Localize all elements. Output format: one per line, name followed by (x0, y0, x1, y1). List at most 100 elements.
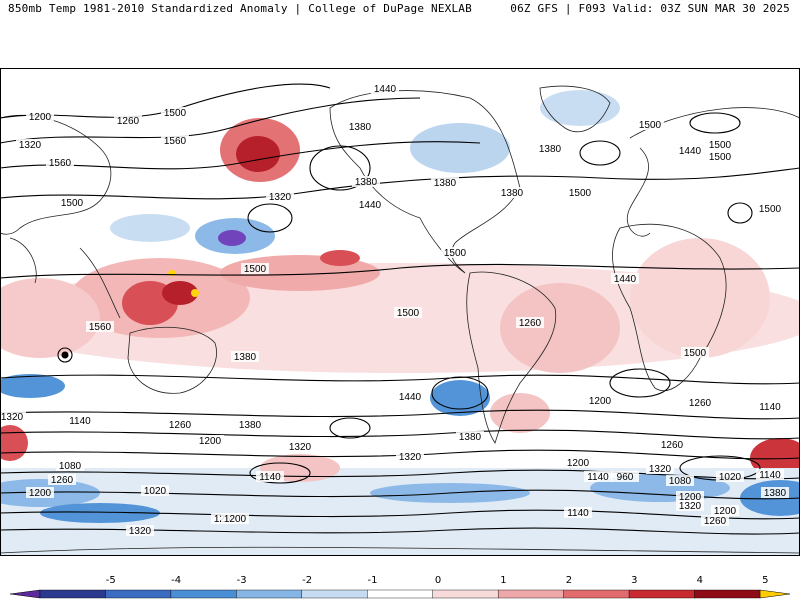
contour-label-bg (126, 525, 154, 536)
contour-label: 1200 (29, 488, 52, 499)
contour-label-bg (286, 441, 314, 452)
colorbar-max-arrow (759, 589, 791, 599)
colorbar-swatch (497, 589, 564, 599)
contour-label-bg (456, 431, 484, 442)
contour-label-bg (611, 273, 639, 284)
contour-label-bg (711, 505, 739, 516)
colorbar-tick-label: -3 (236, 575, 247, 586)
contour-label-bg (564, 507, 592, 518)
contour-label-bg (86, 321, 114, 332)
contour-label: 1500 (759, 204, 782, 215)
contour-label: 1260 (51, 475, 74, 486)
contour-label: 1320 (1, 412, 24, 423)
contour-label: 1200 (199, 436, 222, 447)
contour-label-bg (114, 115, 142, 126)
contour-label: 1440 (614, 274, 637, 285)
contour-label: 1320 (19, 140, 42, 151)
contour-label-bg (236, 419, 264, 430)
contour-label-bg (756, 401, 784, 412)
contour-label-bg (681, 347, 709, 358)
contour-label: 1500 (709, 140, 732, 151)
contour-label: 1320 (129, 526, 152, 537)
colorbar-swatch (301, 589, 368, 599)
colorbar-tick-label: -1 (367, 575, 378, 586)
contour-label-bg (196, 435, 224, 446)
colorbar-swatch (170, 589, 237, 599)
contour-label-bg (48, 474, 76, 485)
contour-label: 1440 (679, 146, 702, 157)
colorbar-tick-label: -5 (105, 575, 116, 586)
contour-label-bg (586, 395, 614, 406)
contour-label: 1380 (434, 178, 457, 189)
contour-label-bg (498, 187, 526, 198)
contour-label: 1140 (759, 402, 781, 413)
contour-label-bg (536, 143, 564, 154)
anomaly-map: 1440 1200 1260 1380 1500 1320 1560 1380 1440 1560… (0, 68, 800, 556)
contour-label: 1500 (569, 188, 592, 199)
contour-label: 1320 (289, 442, 312, 453)
contour-label: 1140 (259, 472, 281, 483)
contour-label-bg (706, 139, 734, 150)
contour-label-bg (396, 451, 424, 462)
contour-label: 1380 (459, 432, 482, 443)
colorbar-swatch (432, 589, 499, 599)
colorbar-tick-label: 2 (565, 575, 573, 586)
contour-label-bg (221, 513, 249, 524)
contour-label-bg (46, 157, 74, 168)
model-run-info: 06Z GFS | F093 Valid: 03Z SUN MAR 30 202… (510, 2, 790, 15)
contour-label: 1560 (49, 158, 72, 169)
contour-label: 1380 (501, 188, 524, 199)
contour-label-bg (611, 471, 639, 482)
contour-label-bg (564, 457, 592, 468)
contour-label: 1200 (224, 514, 247, 525)
contour-label: 1200 (567, 458, 590, 469)
colorbar-tick-label: 1 (500, 575, 507, 586)
contour-label: 1320 (399, 452, 422, 463)
contour-label-bg (161, 107, 189, 118)
contour-label: 1020 (719, 472, 742, 483)
colorbar-swatch (563, 589, 630, 599)
contour-label: 1380 (234, 352, 257, 363)
contour-label: 960 (617, 472, 634, 483)
contour-label-bg (356, 199, 384, 210)
contour-label-bg (666, 475, 694, 486)
contour-label-bg (141, 485, 169, 496)
contour-label: 1080 (669, 476, 692, 487)
contour-label-bg (241, 263, 269, 274)
colorbar-swatch (694, 589, 761, 599)
contour-label: 1440 (399, 392, 422, 403)
contour-label-bg (352, 176, 380, 187)
contour-label-bg (266, 191, 294, 202)
colorbar-tick-label: 4 (696, 575, 703, 586)
contour-label-bg (256, 471, 284, 482)
contour-label-bg (676, 491, 704, 502)
contour-label-bg (676, 145, 704, 156)
contour-label: 1260 (689, 398, 712, 409)
contour-label: 1380 (239, 420, 262, 431)
contour-label: 1440 (359, 200, 382, 211)
contour-label: 1500 (444, 248, 467, 259)
contour-label-bg (396, 391, 424, 402)
height-contours (0, 83, 800, 535)
map-title: 850mb Temp 1981-2010 Standardized Anomal… (8, 2, 472, 15)
contour-label: 1320 (649, 464, 672, 475)
contour-label-bg (231, 351, 259, 362)
contour-label-bg (636, 119, 664, 130)
contour-label-bg (371, 83, 399, 94)
contour-label-bg (706, 151, 734, 162)
contour-label-bg (166, 419, 194, 430)
contour-label-bg (686, 397, 714, 408)
contour-label: 1500 (639, 120, 662, 131)
contour-label: 1380 (355, 177, 378, 188)
contour-label-bg (0, 411, 26, 422)
contour-label: 1500 (164, 108, 187, 119)
contour-label: 1500 (244, 264, 267, 275)
contour-label-bg (566, 187, 594, 198)
contour-label: 1140 (587, 472, 609, 483)
contour-label: 1200 (714, 506, 737, 517)
colorbar-tick-label: -4 (171, 575, 182, 586)
contour-label-bg (346, 121, 374, 132)
colorbar-tick-label: 3 (631, 575, 638, 586)
contour-label-bg (58, 197, 86, 208)
